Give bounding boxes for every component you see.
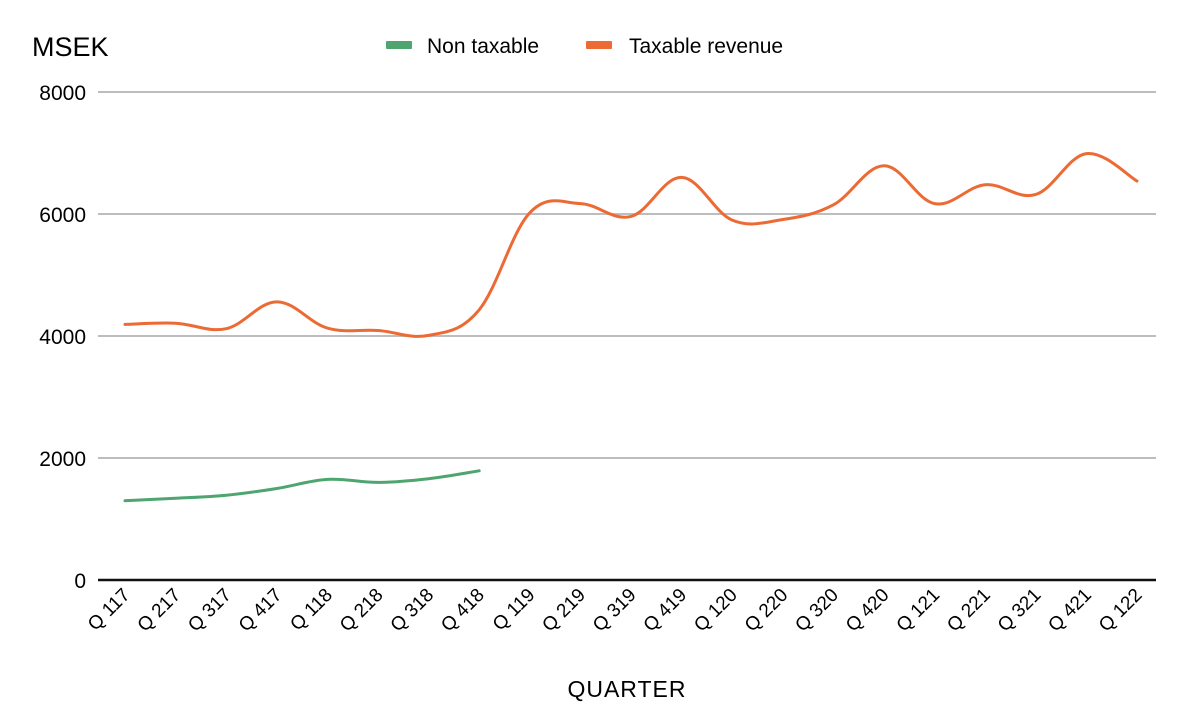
x-tick-label: Q 220 bbox=[741, 585, 792, 636]
x-tick-label: Q 119 bbox=[489, 585, 539, 635]
x-tick-label: Q 418 bbox=[437, 585, 488, 636]
gridlines bbox=[98, 91, 1156, 459]
legend: Non taxable Taxable revenue bbox=[386, 35, 783, 58]
y-axis-title: MSEK bbox=[32, 32, 109, 62]
x-tick-label: Q 318 bbox=[387, 585, 438, 636]
x-tick-label: Q 117 bbox=[84, 585, 134, 635]
x-tick-label: Q 320 bbox=[791, 585, 842, 636]
y-tick-label: 2000 bbox=[39, 448, 86, 471]
legend-label-non-taxable: Non taxable bbox=[427, 35, 539, 58]
x-tick-label: Q 420 bbox=[842, 585, 893, 636]
x-tick-label: Q 121 bbox=[893, 585, 944, 636]
x-tick-label: Q 419 bbox=[640, 585, 691, 636]
series-lines bbox=[123, 152, 1139, 503]
legend-label-taxable-revenue: Taxable revenue bbox=[629, 35, 783, 58]
x-tick-label: Q 221 bbox=[943, 585, 994, 636]
series-line-taxable-revenue bbox=[123, 152, 1139, 338]
y-tick-label: 8000 bbox=[39, 82, 86, 105]
x-tick-label: Q 120 bbox=[690, 585, 741, 636]
x-axis-title: QUARTER bbox=[567, 676, 686, 702]
x-tick-label: Q 317 bbox=[184, 585, 235, 636]
x-axis-ticks: Q 117 Q 217 Q 317 Q 417 Q 118 Q 218 Q 318 Q 418… bbox=[84, 585, 1146, 636]
legend-swatch-non-taxable bbox=[386, 41, 412, 49]
x-tick-label: Q 321 bbox=[994, 585, 1045, 636]
x-tick-label: Q 219 bbox=[538, 585, 589, 636]
series-line-non-taxable bbox=[123, 469, 481, 503]
x-tick-label: Q 319 bbox=[589, 585, 640, 636]
x-tick-label: Q 122 bbox=[1095, 585, 1146, 636]
y-axis-ticks: 0 2000 4000 6000 8000 bbox=[39, 82, 86, 593]
y-tick-label: 4000 bbox=[39, 326, 86, 349]
y-tick-label: 0 bbox=[74, 570, 86, 593]
x-tick-label: Q 218 bbox=[336, 585, 387, 636]
x-tick-label: Q 118 bbox=[286, 585, 336, 635]
x-tick-label: Q 421 bbox=[1044, 585, 1095, 636]
x-tick-label: Q 417 bbox=[235, 585, 286, 636]
legend-swatch-taxable-revenue bbox=[586, 41, 612, 49]
y-tick-label: 6000 bbox=[39, 204, 86, 227]
x-tick-label: Q 217 bbox=[134, 585, 185, 636]
